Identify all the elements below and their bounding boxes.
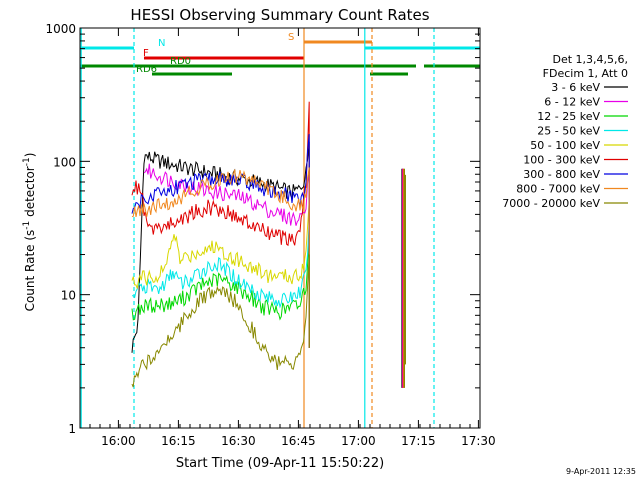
- legend-label-3: 25 - 50 keV: [537, 125, 600, 138]
- x-tick-label-3: 16:45: [281, 434, 316, 448]
- x-tick-label-4: 17:00: [341, 434, 376, 448]
- series-line-1: [143, 163, 310, 348]
- series-line-5: [131, 101, 310, 348]
- legend-label-1: 6 - 12 keV: [544, 96, 600, 109]
- legend-header-1: Det 1,3,4,5,6,: [552, 53, 628, 66]
- series-line-2: [131, 231, 310, 348]
- legend-label-8: 7000 - 20000 keV: [502, 197, 600, 210]
- flag-label-n: N: [158, 38, 165, 49]
- x-axis-label: Start Time (09-Apr-11 15:50:22): [176, 456, 384, 471]
- x-tick-label-0: 16:00: [101, 434, 136, 448]
- axes: 16:00 16:15 16:30 16:45 17:00 17:15 17:30 1 10 10…: [45, 22, 495, 448]
- legend-label-7: 800 - 7000 keV: [516, 183, 600, 196]
- y-axis-label: Count Rate (s-1 detector-1): [22, 153, 37, 312]
- series-line-3: [131, 222, 310, 348]
- night-boundary-lines: [80, 28, 435, 428]
- y-axis-label-sup2: -1: [22, 157, 32, 166]
- series-line-6: [131, 134, 310, 348]
- x-tick-label-2: 16:30: [221, 434, 256, 448]
- y-axis-label-mid: detector: [23, 166, 37, 221]
- flag-label-s: S: [288, 32, 294, 43]
- flag-label-rd6: RD6: [136, 64, 157, 75]
- series-line-8: [131, 254, 310, 388]
- late-spike-4: [403, 168, 406, 388]
- timestamp: 9-Apr-2011 12:35: [566, 467, 636, 476]
- y-tick-label-1: 10: [61, 289, 76, 303]
- y-axis-label-end: ): [23, 153, 37, 158]
- legend-label-0: 3 - 6 keV: [551, 81, 600, 94]
- legend-label-6: 300 - 800 keV: [523, 168, 600, 181]
- series-lines: [131, 101, 406, 388]
- flag-label-rd0: RD0: [170, 56, 191, 67]
- legend-label-2: 12 - 25 keV: [537, 110, 600, 123]
- y-tick-label-0: 1: [68, 422, 76, 436]
- y-axis-label-sup1: -1: [22, 221, 32, 230]
- x-tick-label-6: 17:30: [461, 434, 496, 448]
- chart-title: HESSI Observing Summary Count Rates: [130, 6, 429, 24]
- flag-label-f: F: [143, 48, 149, 59]
- y-tick-label-3: 1000: [45, 22, 76, 36]
- series-line-0: [131, 141, 310, 353]
- legend-label-5: 100 - 300 keV: [523, 154, 600, 167]
- y-axis-label-main: Count Rate (s: [23, 230, 37, 312]
- series-line-4: [131, 201, 310, 348]
- y-tick-label-2: 100: [53, 155, 76, 169]
- flag-bars: N S F RD0 RD6: [80, 32, 480, 76]
- series-line-7: [131, 167, 310, 348]
- x-tick-label-5: 17:15: [401, 434, 436, 448]
- legend-label-4: 50 - 100 keV: [530, 139, 600, 152]
- legend-header-2: FDecim 1, Att 0: [543, 67, 628, 80]
- x-tick-label-1: 16:15: [161, 434, 196, 448]
